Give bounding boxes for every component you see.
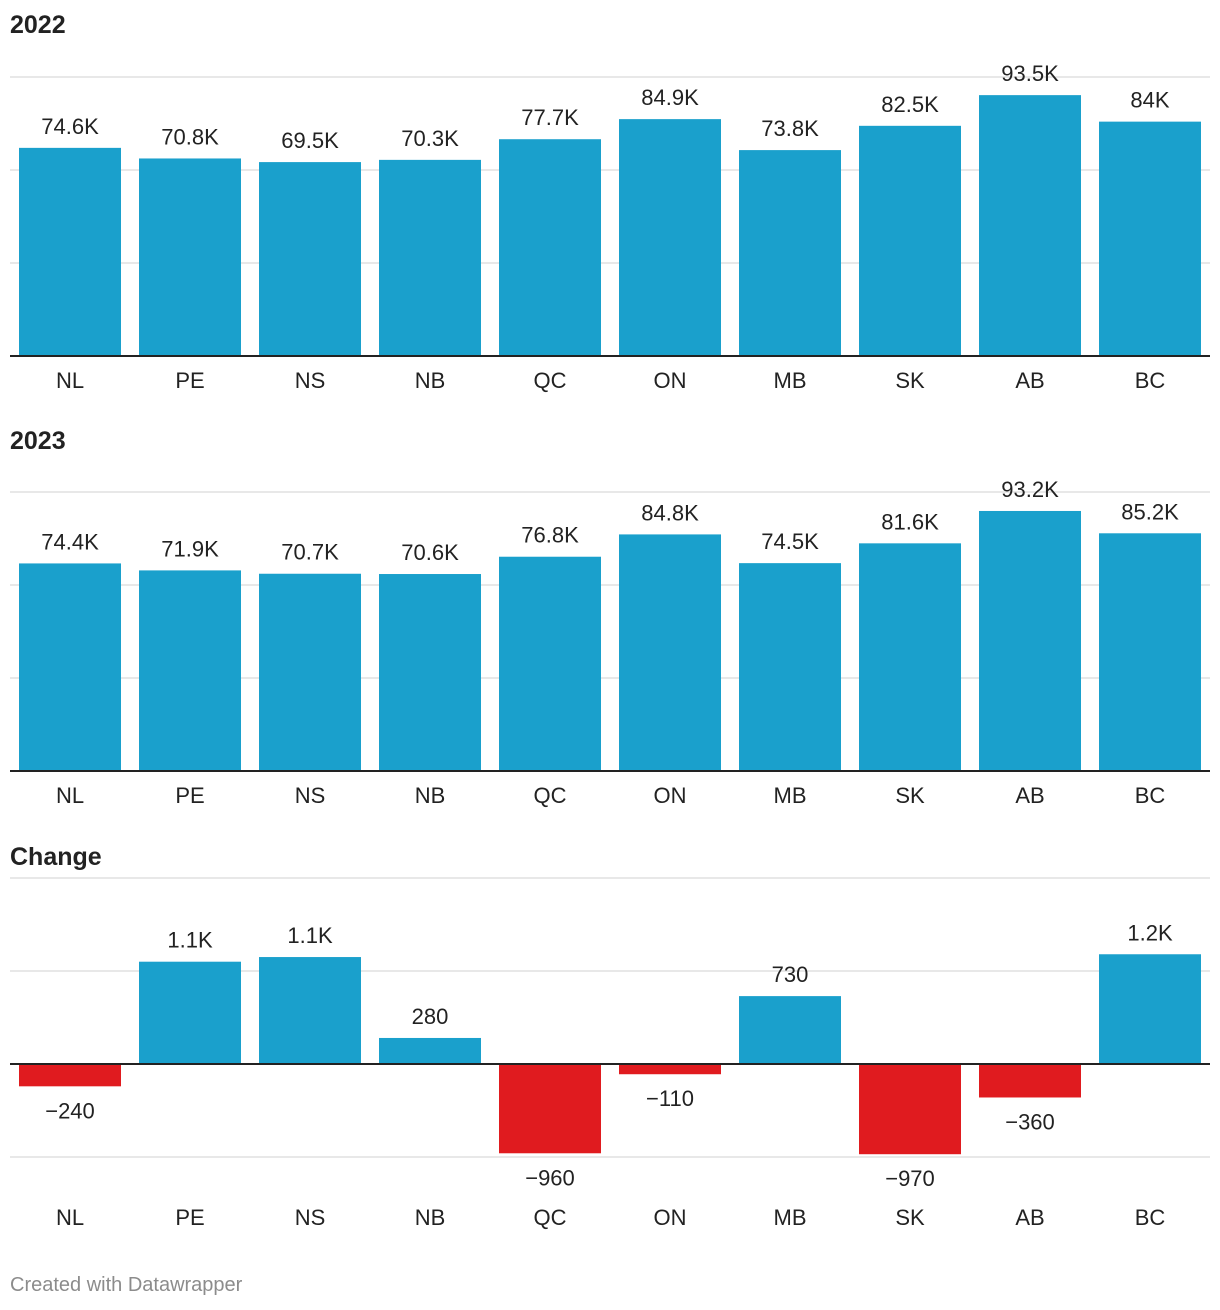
- bar-pe: [139, 158, 241, 356]
- value-label: −360: [1005, 1109, 1055, 1134]
- bar-nb: [379, 159, 481, 356]
- value-label: 280: [412, 1004, 449, 1029]
- value-label: 74.5K: [761, 529, 819, 554]
- x-tick-label: ON: [654, 368, 687, 393]
- x-tick-label: SK: [895, 368, 925, 393]
- x-tick-label: QC: [534, 368, 567, 393]
- bar-mb: [739, 996, 841, 1064]
- credit-text: Created with Datawrapper: [10, 1274, 243, 1296]
- bar-on: [619, 1064, 721, 1075]
- bar-nb: [379, 1037, 481, 1064]
- value-label: 76.8K: [521, 523, 579, 548]
- bar-sk: [859, 125, 961, 356]
- x-tick-label: MB: [774, 1205, 807, 1230]
- bar-nl: [19, 563, 121, 771]
- value-label: 70.6K: [401, 540, 459, 565]
- value-label: 71.9K: [161, 536, 219, 561]
- x-tick-label: SK: [895, 1205, 925, 1230]
- value-label: 85.2K: [1121, 499, 1179, 524]
- bar-pe: [139, 961, 241, 1064]
- value-label: 70.8K: [161, 124, 219, 149]
- chart-panel-0: 2022 74.6K NL 70.8K PE 69.5K NS 70.3K NB 77.7K QC 8…: [10, 11, 1210, 393]
- panel-title: 2023: [10, 427, 66, 455]
- panel-title: Change: [10, 843, 102, 871]
- bar-ab: [979, 95, 1081, 356]
- value-label: 1.1K: [167, 928, 213, 953]
- value-label: 82.5K: [881, 92, 939, 117]
- value-label: −970: [885, 1166, 935, 1191]
- x-tick-label: ON: [654, 783, 687, 808]
- bar-qc: [499, 1064, 601, 1154]
- x-tick-label: BC: [1135, 368, 1166, 393]
- value-label: 70.7K: [281, 540, 339, 565]
- bar-on: [619, 119, 721, 356]
- panel-title: 2022: [10, 11, 66, 39]
- value-label: 1.2K: [1127, 920, 1173, 945]
- x-tick-label: MB: [774, 368, 807, 393]
- x-tick-label: QC: [534, 783, 567, 808]
- value-label: 730: [772, 962, 809, 987]
- x-tick-label: PE: [175, 1205, 204, 1230]
- bar-ns: [259, 573, 361, 771]
- value-label: 74.6K: [41, 114, 99, 139]
- bar-bc: [1099, 533, 1201, 771]
- bar-bc: [1099, 121, 1201, 356]
- value-label: 93.2K: [1001, 477, 1059, 502]
- x-tick-label: SK: [895, 783, 925, 808]
- value-label: −960: [525, 1165, 575, 1190]
- x-tick-label: NL: [56, 368, 84, 393]
- bar-ns: [259, 957, 361, 1064]
- x-tick-label: NB: [415, 368, 446, 393]
- bar-nl: [19, 1064, 121, 1087]
- value-label: 69.5K: [281, 128, 339, 153]
- x-tick-label: MB: [774, 783, 807, 808]
- bar-nb: [379, 574, 481, 771]
- bar-bc: [1099, 954, 1201, 1064]
- value-label: 77.7K: [521, 105, 579, 130]
- bar-qc: [499, 556, 601, 771]
- value-label: −240: [45, 1098, 95, 1123]
- bar-mb: [739, 563, 841, 771]
- bar-on: [619, 534, 721, 771]
- bar-sk: [859, 1064, 961, 1155]
- chart-panel-2: Change −240 NL 1.1K PE 1.1K NS 280 NB −960 QC −110 O…: [10, 843, 1210, 1230]
- value-label: 84.8K: [641, 500, 699, 525]
- value-label: 70.3K: [401, 126, 459, 151]
- x-tick-label: PE: [175, 783, 204, 808]
- bar-mb: [739, 150, 841, 356]
- x-tick-label: NB: [415, 1205, 446, 1230]
- bar-ab: [979, 510, 1081, 771]
- x-tick-label: NL: [56, 783, 84, 808]
- bar-ns: [259, 162, 361, 356]
- chart-panel-1: 2023 74.4K NL 71.9K PE 70.7K NS 70.6K NB 76.8K QC 8…: [10, 427, 1210, 808]
- value-label: 84K: [1130, 88, 1169, 113]
- x-tick-label: PE: [175, 368, 204, 393]
- value-label: −110: [646, 1086, 694, 1111]
- x-tick-label: BC: [1135, 1205, 1166, 1230]
- value-label: 1.1K: [287, 923, 333, 948]
- x-tick-label: NS: [295, 1205, 326, 1230]
- x-tick-label: ON: [654, 1205, 687, 1230]
- bar-sk: [859, 543, 961, 771]
- bar-pe: [139, 570, 241, 771]
- bar-ab: [979, 1064, 1081, 1098]
- x-tick-label: NS: [295, 368, 326, 393]
- x-tick-label: NS: [295, 783, 326, 808]
- value-label: 73.8K: [761, 116, 819, 141]
- x-tick-label: AB: [1015, 1205, 1044, 1230]
- x-tick-label: NL: [56, 1205, 84, 1230]
- x-tick-label: AB: [1015, 783, 1044, 808]
- value-label: 81.6K: [881, 509, 939, 534]
- x-tick-label: NB: [415, 783, 446, 808]
- value-label: 93.5K: [1001, 61, 1059, 86]
- x-tick-label: AB: [1015, 368, 1044, 393]
- x-tick-label: BC: [1135, 783, 1166, 808]
- bar-qc: [499, 139, 601, 356]
- value-label: 84.9K: [641, 85, 699, 110]
- value-label: 74.4K: [41, 529, 99, 554]
- bar-nl: [19, 147, 121, 356]
- x-tick-label: QC: [534, 1205, 567, 1230]
